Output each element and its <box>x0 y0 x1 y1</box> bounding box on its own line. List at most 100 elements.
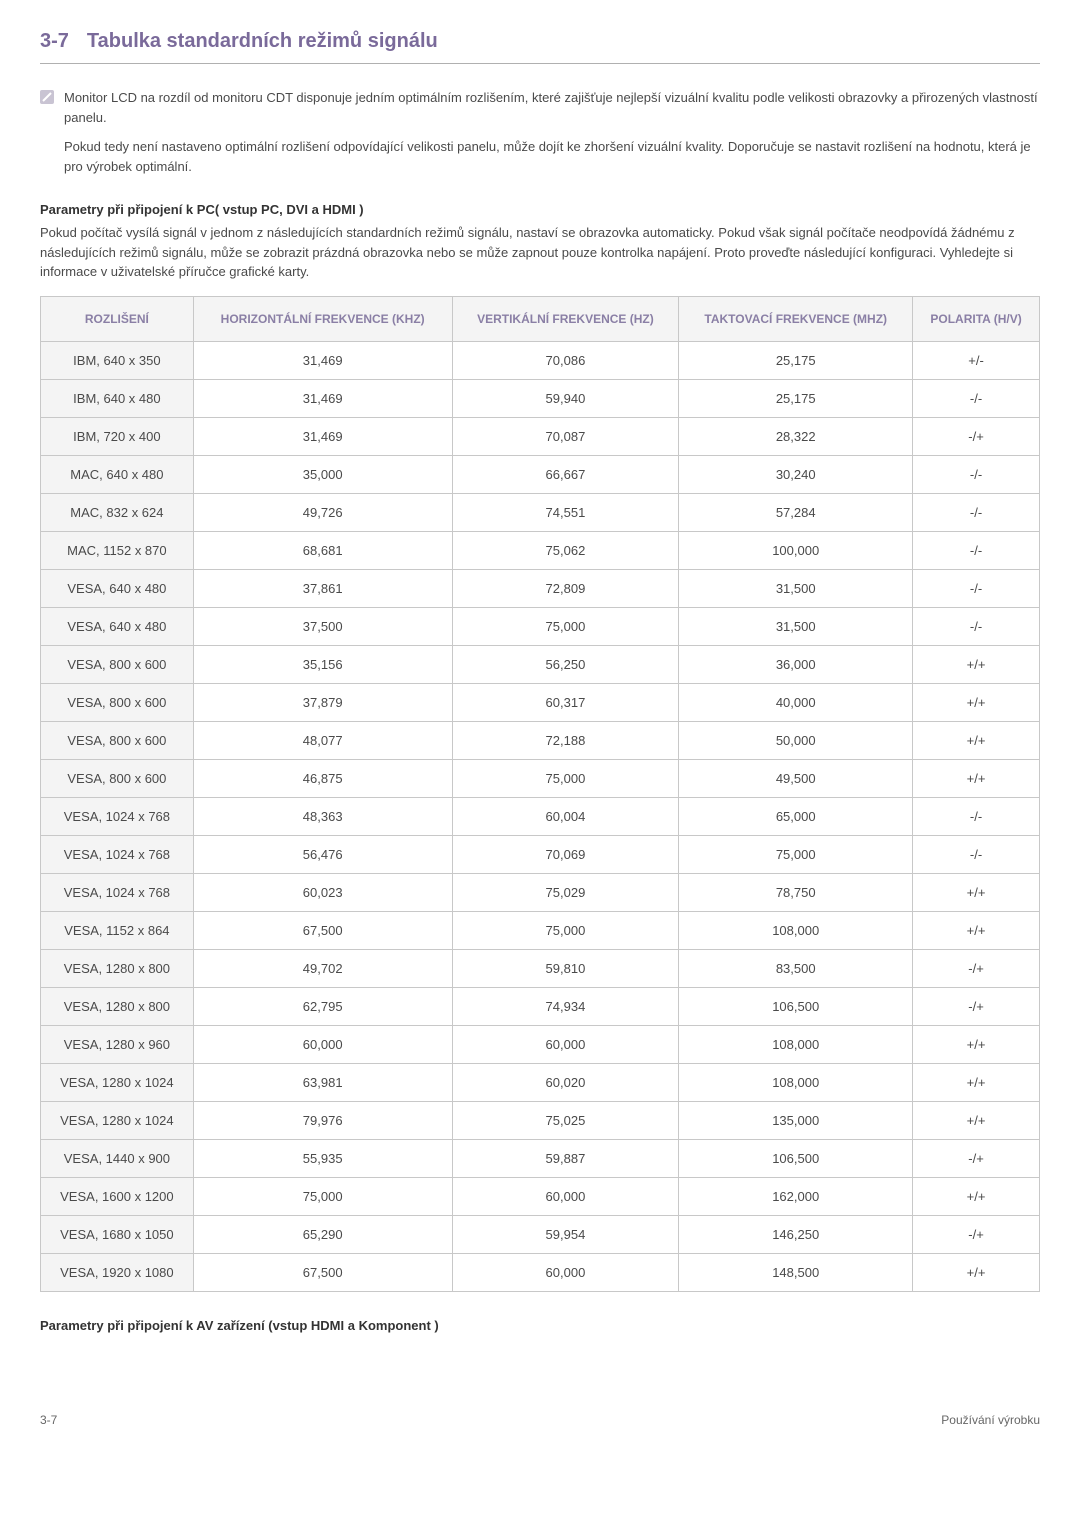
table-cell: -/+ <box>913 418 1040 456</box>
table-cell: 49,500 <box>679 760 913 798</box>
table-cell: 108,000 <box>679 1026 913 1064</box>
table-cell: +/+ <box>913 1064 1040 1102</box>
table-cell: 79,976 <box>193 1102 452 1140</box>
table-cell: VESA, 1280 x 800 <box>41 988 194 1026</box>
table-cell: 31,500 <box>679 608 913 646</box>
table-cell: MAC, 1152 x 870 <box>41 532 194 570</box>
table-cell: 60,000 <box>452 1254 679 1292</box>
table-row: VESA, 800 x 60048,07772,18850,000+/+ <box>41 722 1040 760</box>
table-cell: MAC, 640 x 480 <box>41 456 194 494</box>
table-cell: 66,667 <box>452 456 679 494</box>
table-cell: 55,935 <box>193 1140 452 1178</box>
table-cell: 146,250 <box>679 1216 913 1254</box>
table-cell: 74,934 <box>452 988 679 1026</box>
table-cell: 59,887 <box>452 1140 679 1178</box>
table-cell: 75,062 <box>452 532 679 570</box>
table-cell: 72,809 <box>452 570 679 608</box>
table-cell: 56,476 <box>193 836 452 874</box>
table-cell: 75,000 <box>193 1178 452 1216</box>
table-row: VESA, 1024 x 76860,02375,02978,750+/+ <box>41 874 1040 912</box>
signal-modes-table: ROZLIŠENÍ HORIZONTÁLNÍ FREKVENCE (KHZ) V… <box>40 296 1040 1293</box>
table-cell: VESA, 640 x 480 <box>41 608 194 646</box>
table-row: VESA, 1152 x 86467,50075,000108,000+/+ <box>41 912 1040 950</box>
table-cell: 108,000 <box>679 1064 913 1102</box>
table-cell: 65,290 <box>193 1216 452 1254</box>
table-cell: 67,500 <box>193 912 452 950</box>
table-cell: 108,000 <box>679 912 913 950</box>
note-text: Monitor LCD na rozdíl od monitoru CDT di… <box>64 88 1040 186</box>
table-cell: -/- <box>913 532 1040 570</box>
table-row: VESA, 1440 x 90055,93559,887106,500-/+ <box>41 1140 1040 1178</box>
table-cell: 59,810 <box>452 950 679 988</box>
table-cell: 36,000 <box>679 646 913 684</box>
table-row: VESA, 800 x 60037,87960,31740,000+/+ <box>41 684 1040 722</box>
table-cell: VESA, 640 x 480 <box>41 570 194 608</box>
th-polarity: POLARITA (H/V) <box>913 296 1040 342</box>
table-cell: VESA, 1280 x 960 <box>41 1026 194 1064</box>
table-cell: 75,000 <box>452 608 679 646</box>
table-cell: 37,861 <box>193 570 452 608</box>
table-cell: +/+ <box>913 684 1040 722</box>
table-cell: 106,500 <box>679 1140 913 1178</box>
section-title: 3-7Tabulka standardních režimů signálu <box>40 30 1040 64</box>
table-cell: 62,795 <box>193 988 452 1026</box>
th-clock: TAKTOVACÍ FREKVENCE (MHZ) <box>679 296 913 342</box>
table-cell: VESA, 1024 x 768 <box>41 798 194 836</box>
section-title-text: Tabulka standardních režimů signálu <box>87 30 438 52</box>
table-cell: 56,250 <box>452 646 679 684</box>
table-cell: 28,322 <box>679 418 913 456</box>
table-cell: 67,500 <box>193 1254 452 1292</box>
table-header-row: ROZLIŠENÍ HORIZONTÁLNÍ FREKVENCE (KHZ) V… <box>41 296 1040 342</box>
table-cell: +/+ <box>913 912 1040 950</box>
table-cell: -/- <box>913 456 1040 494</box>
note-p2: Pokud tedy není nastaveno optimální rozl… <box>64 137 1040 176</box>
th-resolution: ROZLIŠENÍ <box>41 296 194 342</box>
table-cell: 70,086 <box>452 342 679 380</box>
table-cell: VESA, 800 x 600 <box>41 760 194 798</box>
table-row: VESA, 1600 x 120075,00060,000162,000+/+ <box>41 1178 1040 1216</box>
table-cell: VESA, 1280 x 800 <box>41 950 194 988</box>
table-cell: 25,175 <box>679 380 913 418</box>
table-cell: 75,000 <box>452 912 679 950</box>
heading-av-params: Parametry při připojení k AV zařízení (v… <box>40 1318 1040 1333</box>
table-row: MAC, 832 x 62449,72674,55157,284-/- <box>41 494 1040 532</box>
table-cell: 50,000 <box>679 722 913 760</box>
table-cell: VESA, 800 x 600 <box>41 722 194 760</box>
table-cell: 74,551 <box>452 494 679 532</box>
table-cell: VESA, 1600 x 1200 <box>41 1178 194 1216</box>
table-cell: 25,175 <box>679 342 913 380</box>
table-cell: 65,000 <box>679 798 913 836</box>
table-cell: 106,500 <box>679 988 913 1026</box>
th-hfreq: HORIZONTÁLNÍ FREKVENCE (KHZ) <box>193 296 452 342</box>
table-cell: 48,077 <box>193 722 452 760</box>
table-cell: 59,940 <box>452 380 679 418</box>
table-cell: 40,000 <box>679 684 913 722</box>
table-row: VESA, 1280 x 102479,97675,025135,000+/+ <box>41 1102 1040 1140</box>
table-cell: 31,500 <box>679 570 913 608</box>
table-cell: -/+ <box>913 1140 1040 1178</box>
table-cell: VESA, 1024 x 768 <box>41 874 194 912</box>
table-cell: +/+ <box>913 760 1040 798</box>
table-cell: VESA, 1152 x 864 <box>41 912 194 950</box>
table-cell: -/+ <box>913 988 1040 1026</box>
table-cell: 31,469 <box>193 418 452 456</box>
table-cell: VESA, 1280 x 1024 <box>41 1102 194 1140</box>
table-cell: 78,750 <box>679 874 913 912</box>
table-cell: -/- <box>913 798 1040 836</box>
table-cell: 37,500 <box>193 608 452 646</box>
note-icon <box>40 90 54 104</box>
page-footer: 3-7 Používání výrobku <box>40 1413 1040 1427</box>
table-cell: +/+ <box>913 1026 1040 1064</box>
table-cell: +/+ <box>913 1178 1040 1216</box>
table-cell: 75,000 <box>452 760 679 798</box>
th-vfreq: VERTIKÁLNÍ FREKVENCE (HZ) <box>452 296 679 342</box>
table-cell: 60,000 <box>452 1026 679 1064</box>
table-cell: +/+ <box>913 646 1040 684</box>
table-row: IBM, 640 x 48031,46959,94025,175-/- <box>41 380 1040 418</box>
table-row: MAC, 1152 x 87068,68175,062100,000-/- <box>41 532 1040 570</box>
table-cell: +/- <box>913 342 1040 380</box>
note-block: Monitor LCD na rozdíl od monitoru CDT di… <box>40 88 1040 186</box>
table-cell: 75,000 <box>679 836 913 874</box>
table-cell: -/- <box>913 494 1040 532</box>
table-cell: 72,188 <box>452 722 679 760</box>
